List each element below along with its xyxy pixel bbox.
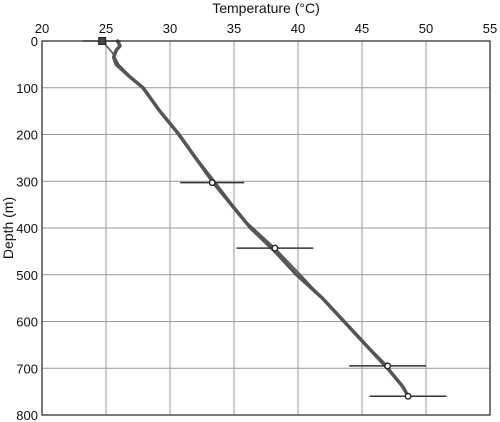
- x-tick-label: 30: [163, 21, 177, 36]
- x-tick-label: 40: [291, 21, 305, 36]
- y-tick-labels: 0 100 200 300 400 500 600 700 800: [16, 34, 38, 422]
- data-point: [271, 244, 279, 252]
- y-tick-label: 0: [31, 34, 38, 49]
- data-point: [384, 362, 392, 370]
- y-tick-label: 700: [16, 361, 38, 376]
- y-tick-label: 300: [16, 174, 38, 189]
- y-tick-label: 800: [16, 408, 38, 422]
- grid-lines: [41, 40, 491, 416]
- y-tick-label: 500: [16, 268, 38, 283]
- x-tick-label: 55: [483, 21, 497, 36]
- x-tick-labels: 20 25 30 35 40 45 50 55: [35, 21, 497, 36]
- data-point: [208, 179, 216, 187]
- x-tick-label: 25: [99, 21, 113, 36]
- y-tick-label: 600: [16, 315, 38, 330]
- plot-frame: [41, 40, 491, 416]
- x-tick-label: 20: [35, 21, 49, 36]
- x-tick-label: 35: [227, 21, 241, 36]
- measurements-layer: [82, 37, 447, 400]
- x-tick-label: 45: [355, 21, 369, 36]
- series-line-2: [101, 40, 409, 398]
- data-point: [404, 392, 412, 400]
- x-tick-label: 50: [419, 21, 433, 36]
- data-point: [98, 37, 107, 45]
- y-tick-label: 100: [16, 81, 38, 96]
- y-tick-label: 200: [16, 128, 38, 143]
- y-tick-label: 400: [16, 221, 38, 236]
- x-axis-title: Temperature (°C): [212, 0, 320, 16]
- y-axis-title: Depth (m): [0, 197, 16, 259]
